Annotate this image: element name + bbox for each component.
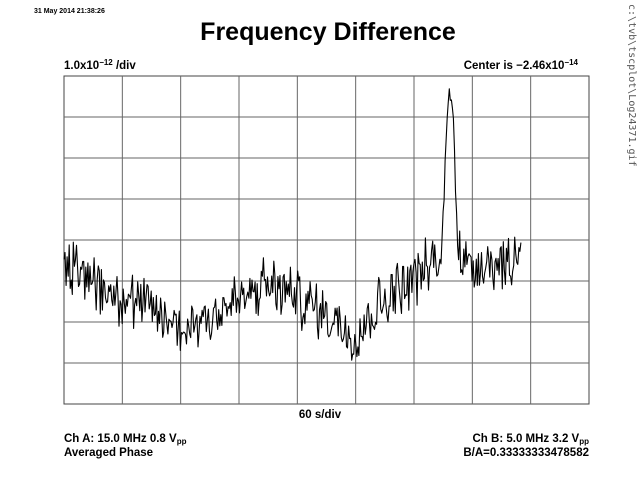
timestamp: 31 May 2014 21:38:26 bbox=[34, 8, 105, 15]
y-scale-suffix: /div bbox=[112, 60, 136, 72]
channel-a-info: Ch A: 15.0 MHz 0.8 Vpp bbox=[64, 433, 186, 446]
channel-b-unit: pp bbox=[579, 437, 589, 446]
channel-a-text: Ch A: 15.0 MHz 0.8 V bbox=[64, 433, 177, 445]
chart-title: Frequency Difference bbox=[200, 18, 456, 46]
x-scale-label: 60 s/div bbox=[298, 409, 342, 421]
center-prefix: Center is −2.46x10 bbox=[463, 60, 565, 72]
channel-a-unit: pp bbox=[176, 437, 187, 446]
channel-b-info: Ch B: 5.0 MHz 3.2 Vpp bbox=[473, 433, 590, 446]
frequency-ratio: B/A=0.33333333478582 bbox=[463, 447, 589, 459]
y-scale-label: 1.0x10−12 /div bbox=[64, 58, 136, 72]
averaging-mode: Averaged Phase bbox=[64, 447, 154, 459]
center-value-label: Center is −2.46x10−14 bbox=[464, 58, 578, 72]
file-path-label: c:\tvb\tscplot\Log24371.gif bbox=[626, 4, 637, 167]
y-scale-prefix: 1.0x10 bbox=[64, 60, 100, 72]
frequency-difference-trace bbox=[63, 88, 522, 361]
y-scale-exponent: −12 bbox=[99, 58, 113, 67]
center-exponent: −14 bbox=[564, 58, 578, 67]
channel-b-text: Ch B: 5.0 MHz 3.2 V bbox=[472, 433, 580, 445]
